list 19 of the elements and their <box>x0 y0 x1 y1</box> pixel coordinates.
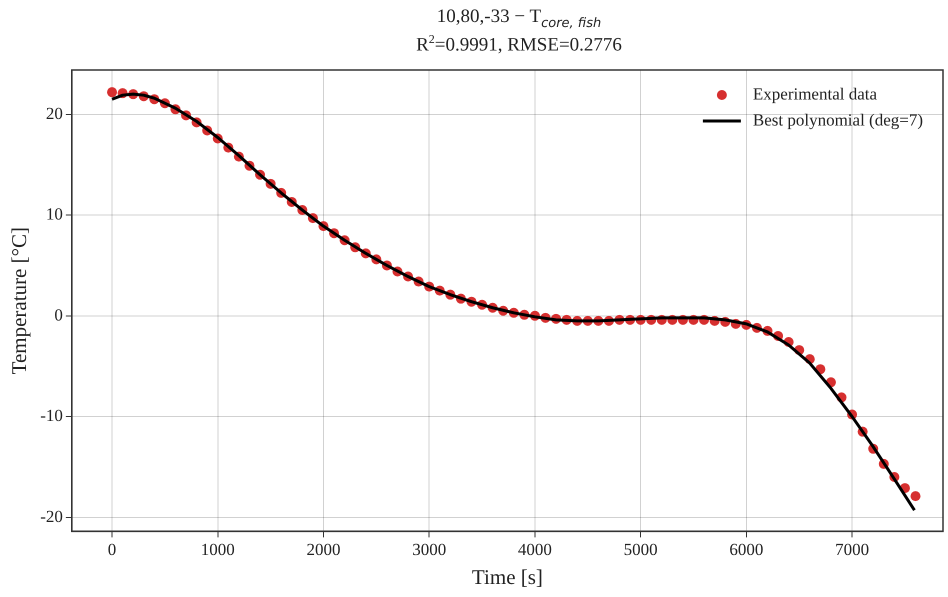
x-tick-label: 1000 <box>200 540 235 560</box>
x-tick-label: 2000 <box>306 540 340 560</box>
y-tick-label: 10 <box>46 204 63 224</box>
x-tick-label: 0 <box>108 540 116 560</box>
y-axis-title: Temperature [°C] <box>7 226 32 374</box>
chart-subtitle: R$^{2}$=0.9991, RMSE=0.2776 <box>415 32 623 56</box>
x-tick-label: 6000 <box>729 540 764 560</box>
y-tick-label: -20 <box>40 506 63 526</box>
legend-label: Best polynomial (deg=7) <box>752 110 924 130</box>
y-tick-label: 0 <box>54 305 63 324</box>
x-tick-label: 5000 <box>624 540 658 560</box>
chart-title: 10,80,-33 − T$_{core, fish}$ <box>436 6 602 31</box>
x-tick-label: 7000 <box>835 540 870 560</box>
legend-label: Experimental data <box>752 84 878 104</box>
x-tick-label: 3000 <box>412 540 446 560</box>
x-axis-title: Time [s] <box>472 564 543 589</box>
y-tick-label: 20 <box>46 104 63 123</box>
x-tick-label: 4000 <box>518 540 552 560</box>
y-tick-label: -10 <box>40 406 63 426</box>
